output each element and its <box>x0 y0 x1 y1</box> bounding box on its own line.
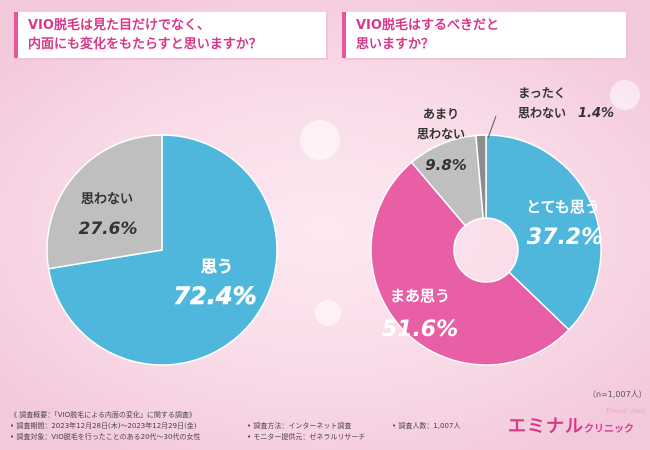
pie-1-label-0: 思う <box>201 257 233 276</box>
footnote-count: • 調査人数：1,007人 <box>392 422 461 430</box>
bokeh-light <box>300 120 340 160</box>
question-1-line-1: VIO脱毛は見た目だけでなく、 <box>28 18 210 33</box>
question-1-box: VIO脱毛は見た目だけでなく、 内面にも変化をもたらすと思いますか？ <box>14 12 326 58</box>
footnote-target: • 調査対象：VIO脱毛を行ったことのある20代～30代の女性 <box>10 433 201 441</box>
question-2-line-1: VIO脱毛はするべきだと <box>356 18 499 33</box>
logo-main-text: エミナル <box>508 416 584 437</box>
bokeh-light <box>315 300 341 326</box>
donut-2-label-3-line-2: 思わない <box>518 106 566 120</box>
bokeh-light <box>610 80 640 110</box>
footnote-overview: 《 調査概要：「VIO脱毛による内面の変化」に関する調査》 <box>10 411 196 419</box>
pie-1-value-0: 72.4% <box>173 282 256 310</box>
pie-1-label-1: 思わない <box>81 192 133 207</box>
footnote-monitor: • モニター提供元：ゼネラルリサーチ <box>247 433 366 441</box>
sample-size-label: （n=1,007人） <box>588 390 647 399</box>
donut-2-slice-1 <box>370 161 570 366</box>
donut-2-value-3: 1.4% <box>578 106 614 121</box>
donut-2-value-1: 51.6% <box>382 317 458 342</box>
question-2-box: VIO脱毛はするべきだと 思いますか？ <box>342 12 626 58</box>
pie-1-slice-1 <box>46 134 163 270</box>
donut-2-label-0: とても思う <box>526 198 600 216</box>
clinic-logo: エミナルクリニック Eminal clinic <box>508 408 646 438</box>
pie-1-value-1: 27.6% <box>79 219 138 239</box>
donut-2-slice-3 <box>475 134 487 219</box>
footnote-method: • 調査方法：インターネット調査 <box>247 422 352 430</box>
logo-sub-text: クリニック <box>584 424 634 435</box>
question-1-line-2: 内面にも変化をもたらすと思いますか？ <box>28 37 262 52</box>
footnote-period: • 調査期間：2023年12月28日(木)～2023年12月29日(金) <box>10 422 197 430</box>
donut-2-value-2: 9.8% <box>425 156 467 174</box>
donut-2-label-2-line-1: あまり <box>423 107 459 121</box>
logo-tiny-text: Eminal clinic <box>606 408 646 415</box>
question-2-line-2: 思いますか？ <box>356 37 435 52</box>
donut-2-value-0: 37.2% <box>527 225 603 250</box>
donut-2-label-1: まあ思う <box>390 287 450 305</box>
donut-2-leader-line <box>487 115 497 139</box>
donut-2-label-2-line-2: 思わない <box>417 127 465 141</box>
donut-2-label-3-line-1: まったく <box>518 86 566 100</box>
donut-2-slice-0 <box>485 134 602 331</box>
